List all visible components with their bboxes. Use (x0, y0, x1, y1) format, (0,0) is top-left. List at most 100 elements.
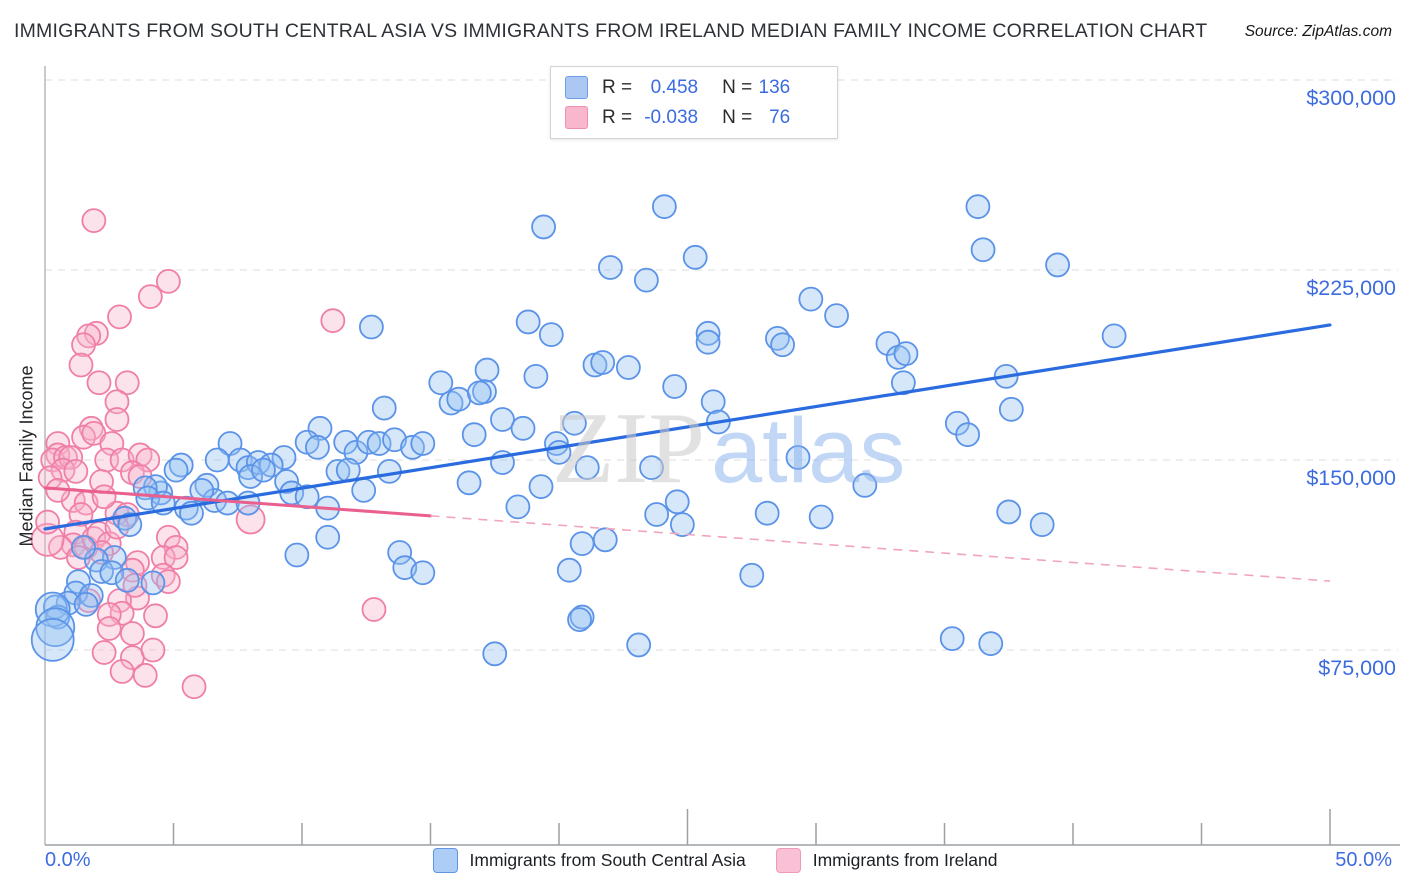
n-label: N = (722, 107, 753, 128)
legend-label: Immigrants from Ireland (812, 850, 998, 870)
data-point-south-central-asia (523, 363, 549, 389)
data-point-south-central-asia (1029, 512, 1055, 537)
data-point-south-central-asia (466, 380, 492, 406)
data-point-south-central-asia (662, 374, 688, 399)
data-point-ireland (91, 640, 117, 665)
stats-row-south-central-asia: R = 0.458 N = 136 (565, 75, 825, 100)
data-point-south-central-asia (695, 320, 721, 346)
data-point-south-central-asia (824, 303, 849, 329)
data-point-south-central-asia (410, 560, 436, 586)
data-point-south-central-asia (114, 567, 140, 593)
data-point-south-central-asia (798, 286, 824, 312)
r-label: R = (602, 77, 633, 98)
data-point-ireland (109, 659, 135, 684)
data-point-south-central-asia (371, 395, 397, 421)
data-point-south-central-asia (651, 194, 677, 220)
data-point-south-central-asia (639, 455, 664, 481)
data-point-south-central-asia (163, 457, 189, 483)
data-point-south-central-asia (366, 431, 392, 456)
blue-legend-swatch (432, 848, 458, 873)
data-point-south-central-asia (1045, 252, 1070, 278)
trendline-south-central-asia (43, 323, 1332, 531)
data-point-ireland (30, 522, 65, 557)
data-point-south-central-asia (356, 429, 382, 455)
n-value: 136 (758, 77, 791, 98)
r-value: 0.458 (650, 77, 699, 98)
data-point-ireland (150, 545, 176, 570)
data-point-south-central-asia (574, 455, 600, 481)
data-point-south-central-asia (505, 494, 531, 520)
x-axis-min-label: 0.0% (45, 849, 91, 871)
data-point-ireland (114, 370, 140, 396)
data-point-ireland (68, 352, 94, 378)
data-point-ireland (235, 504, 266, 535)
data-point-south-central-asia (410, 431, 436, 456)
data-point-south-central-asia (556, 557, 582, 583)
data-point-south-central-asia (546, 439, 572, 465)
data-point-south-central-asia (515, 309, 541, 335)
y-axis-tick-label: $150,000 (1306, 466, 1396, 490)
data-point-south-central-asia (770, 332, 795, 358)
y-axis-tick-label: $225,000 (1306, 276, 1396, 300)
data-point-south-central-asia (189, 477, 215, 503)
data-point-south-central-asia (482, 641, 508, 667)
data-point-south-central-asia (204, 447, 230, 473)
data-point-south-central-asia (284, 542, 310, 568)
data-point-south-central-asia (135, 485, 161, 511)
trendline-ireland-dashed (430, 515, 1331, 582)
data-point-south-central-asia (30, 617, 75, 662)
data-point-south-central-asia (474, 357, 500, 383)
data-point-south-central-asia (89, 559, 114, 584)
data-point-south-central-asia (852, 472, 878, 498)
data-point-south-central-asia (315, 524, 341, 550)
data-point-south-central-asia (238, 464, 264, 489)
legend-item-south-central-asia: Immigrants from South Central Asia (432, 848, 746, 873)
data-point-south-central-asia (669, 512, 695, 537)
data-point-south-central-asia (785, 445, 811, 470)
data-point-south-central-asia (351, 477, 377, 503)
data-point-south-central-asia (490, 407, 515, 432)
data-point-south-central-asia (633, 267, 659, 293)
y-axis-title: Median Family Income (16, 365, 37, 547)
data-point-south-central-asia (140, 570, 166, 596)
data-point-ireland (132, 662, 158, 688)
data-point-ireland (58, 445, 84, 470)
data-point-south-central-asia (358, 314, 384, 340)
data-point-ireland (71, 332, 96, 358)
data-point-south-central-asia (461, 422, 487, 448)
trendline-ireland (43, 486, 432, 518)
page-title: IMMIGRANTS FROM SOUTH CENTRAL ASIA VS IM… (14, 20, 1208, 42)
data-point-south-central-asia (510, 415, 536, 441)
r-value: -0.038 (644, 107, 699, 128)
data-point-south-central-asia (955, 422, 981, 448)
data-point-south-central-asia (615, 355, 641, 380)
data-point-ireland (96, 616, 122, 641)
y-axis-tick-label: $75,000 (1318, 656, 1396, 680)
stats-legend-box: R = 0.458 N = 136 R = -0.038 N = 76 (550, 66, 838, 139)
data-point-ireland (104, 389, 130, 415)
data-point-ireland (163, 535, 189, 560)
data-point-south-central-asia (893, 341, 919, 367)
data-point-south-central-asia (428, 370, 454, 396)
y-axis-tick-label: $300,000 (1306, 86, 1396, 110)
data-point-ireland (140, 637, 166, 663)
source-label: Source: ZipAtlas.com (1244, 23, 1392, 40)
data-point-south-central-asia (99, 560, 125, 586)
pink-legend-swatch (775, 848, 801, 873)
data-point-south-central-asia (251, 457, 276, 483)
data-point-ireland (143, 603, 168, 629)
data-point-south-central-asia (739, 562, 765, 588)
data-point-south-central-asia (978, 631, 1004, 657)
n-value: 76 (769, 107, 791, 128)
data-point-south-central-asia (808, 504, 834, 530)
x-axis-max-label: 50.0% (1335, 849, 1392, 871)
data-point-south-central-asia (598, 255, 623, 280)
data-point-ireland (155, 268, 181, 294)
data-point-south-central-asia (754, 500, 780, 526)
data-point-south-central-asia (682, 244, 708, 270)
data-point-south-central-asia (562, 410, 587, 436)
blue-series-swatch (565, 76, 588, 99)
data-point-south-central-asia (592, 527, 618, 553)
data-point-south-central-asia (446, 386, 472, 412)
